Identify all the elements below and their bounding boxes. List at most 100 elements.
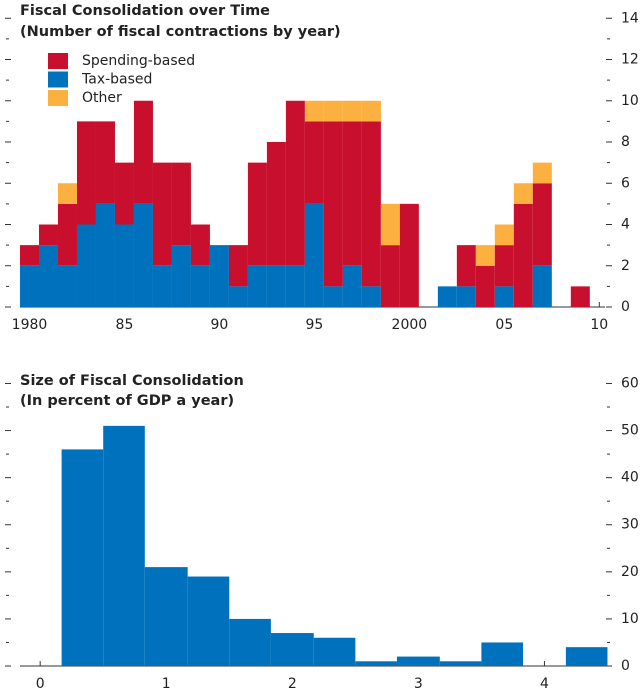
bar-segment — [57, 183, 77, 204]
y-tick-label: 14 — [621, 10, 639, 26]
x-tick-label: 1980 — [12, 317, 48, 333]
y-tick-label: 0 — [621, 299, 630, 315]
bar-segment — [570, 286, 590, 307]
bar-segment — [342, 121, 362, 266]
bar-segment — [380, 203, 400, 246]
x-tick-label: 10 — [590, 317, 608, 333]
legend-swatch — [48, 71, 68, 88]
bar-segment — [304, 203, 324, 307]
chart-subtitle: (In percent of GDP a year) — [20, 393, 234, 409]
bar-segment — [361, 121, 381, 287]
bar-segment — [342, 265, 362, 307]
bar-segment — [475, 245, 495, 266]
bar-segment — [513, 203, 533, 307]
histogram-bar — [355, 661, 397, 666]
x-tick-label: 2 — [288, 676, 297, 692]
bar-segment — [380, 245, 400, 307]
x-tick-label: 3 — [414, 676, 423, 692]
histogram-bar — [61, 449, 104, 666]
bar-segment — [532, 183, 552, 266]
bar-segment — [190, 224, 210, 266]
bar-segment — [285, 265, 305, 307]
chart-title: Size of Fiscal Consolidation — [20, 373, 244, 389]
bar-segment — [399, 203, 419, 307]
x-tick-label: 4 — [540, 676, 549, 692]
legend-swatch — [48, 90, 68, 106]
histogram-bar — [439, 661, 482, 666]
bar-segment — [228, 245, 248, 287]
y-tick-label: 8 — [621, 134, 630, 150]
histogram-bar — [396, 656, 440, 666]
bar-segment — [342, 100, 362, 122]
bar-segment — [494, 286, 514, 307]
y-tick-label: 20 — [621, 564, 639, 580]
bar-segment — [20, 265, 39, 307]
bar-segment — [228, 286, 248, 307]
bar-segment — [133, 203, 153, 307]
bar-segment — [114, 162, 134, 225]
bar-segment — [57, 203, 77, 266]
histogram-bar — [187, 576, 230, 666]
bar-segment — [152, 162, 172, 266]
bar-segment — [133, 100, 153, 204]
histogram-bar — [481, 642, 524, 666]
x-tick-label: 2000 — [392, 317, 428, 333]
bar-segment — [20, 245, 39, 266]
histogram-bar — [565, 647, 608, 666]
legend-label: Tax-based — [81, 72, 152, 88]
bar-segment — [152, 265, 172, 307]
y-tick-label: 0 — [621, 658, 630, 674]
bar-segment — [171, 245, 191, 307]
x-tick-label: 95 — [305, 317, 323, 333]
y-tick-label: 4 — [621, 217, 630, 233]
bar-segment — [247, 265, 267, 307]
y-tick-label: 50 — [621, 423, 639, 439]
bar-segment — [323, 121, 343, 287]
bar-segment — [532, 265, 552, 307]
legend-label: Spending-based — [82, 53, 195, 69]
bar-segment — [76, 224, 96, 307]
x-tick-label: 85 — [116, 317, 134, 333]
bar-segment — [57, 265, 77, 307]
y-tick-label: 6 — [621, 175, 630, 191]
bar-segment — [95, 121, 115, 204]
y-tick-label: 10 — [621, 93, 639, 109]
y-tick-label: 30 — [621, 517, 639, 533]
bar-segment — [456, 286, 476, 307]
bar-segment — [323, 286, 343, 307]
y-tick-label: 12 — [621, 52, 639, 68]
chart-subtitle: (Number of fiscal contractions by year) — [20, 24, 341, 40]
legend-swatch — [48, 53, 68, 69]
histogram-bar — [313, 637, 356, 666]
x-tick-label: 1 — [162, 676, 171, 692]
x-tick-label: 0 — [36, 676, 45, 692]
bar-segment — [38, 224, 58, 246]
bar-segment — [304, 121, 324, 204]
bar-segment — [38, 245, 58, 307]
bar-segment — [494, 245, 514, 287]
chart-title: Fiscal Consolidation over Time — [20, 3, 270, 19]
y-tick-label: 40 — [621, 470, 639, 486]
bar-segment — [456, 245, 476, 287]
histogram-bar — [144, 567, 188, 666]
bar-segment — [285, 100, 305, 266]
histogram-bar — [103, 425, 145, 666]
bar-segment — [361, 286, 381, 307]
bar-segment — [247, 162, 267, 266]
bar-segment — [475, 265, 495, 307]
x-tick-label: 90 — [211, 317, 229, 333]
x-tick-label: 05 — [495, 317, 513, 333]
bar-segment — [532, 162, 552, 184]
legend-label: Other — [82, 90, 122, 106]
bar-segment — [494, 224, 514, 246]
bar-segment — [323, 100, 343, 122]
histogram-bar — [270, 633, 314, 666]
bar-segment — [266, 142, 286, 266]
bar-segment — [304, 100, 324, 122]
y-tick-label: 10 — [621, 611, 639, 627]
bar-segment — [209, 245, 229, 307]
bar-segment — [437, 286, 457, 307]
bar-segment — [513, 183, 533, 204]
bar-segment — [95, 203, 115, 307]
